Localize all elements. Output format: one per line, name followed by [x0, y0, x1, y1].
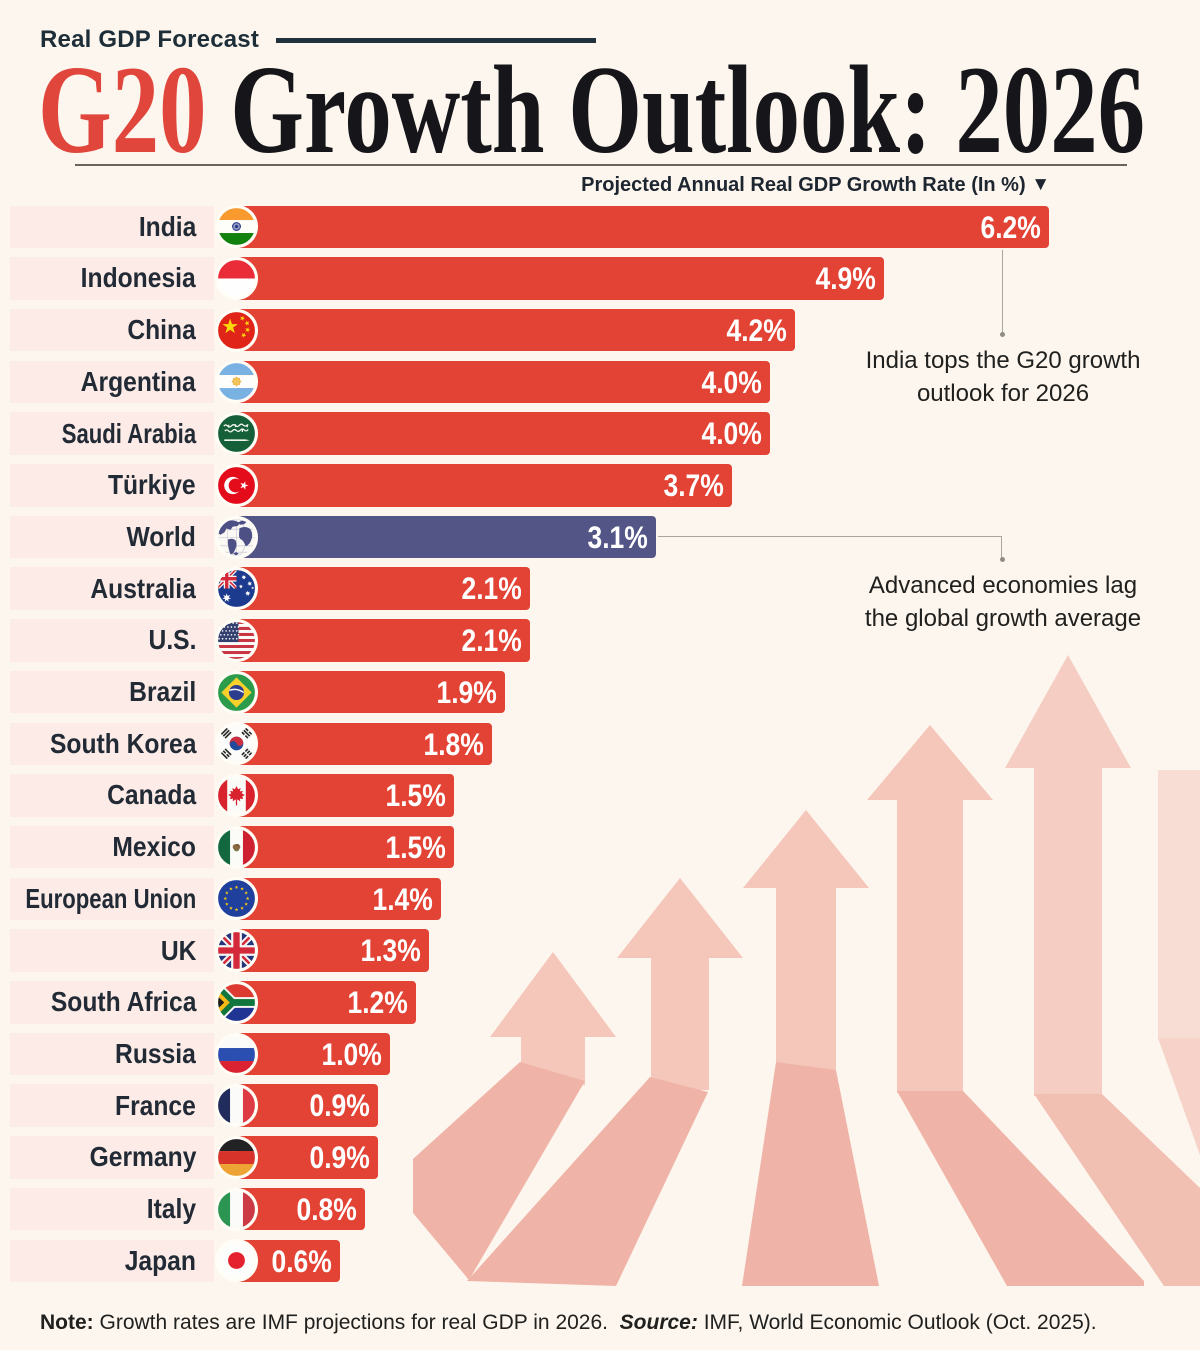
- svg-text:G20 Growth Outlook: 2026: G20 Growth Outlook: 2026: [38, 41, 1145, 170]
